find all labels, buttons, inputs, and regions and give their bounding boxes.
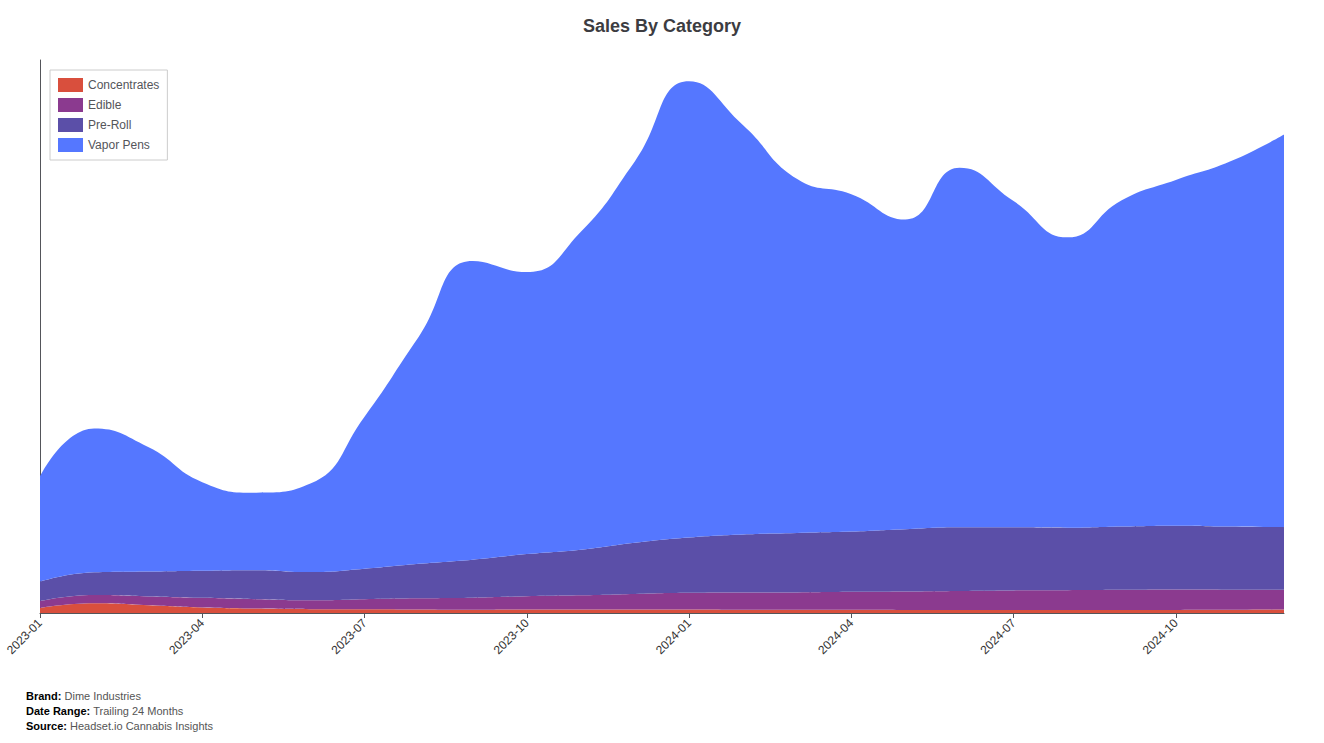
svg-text:Brand:: Brand: [26,690,61,702]
svg-text:2024-10: 2024-10 [1140,616,1181,657]
svg-text:Edible: Edible [88,98,122,112]
svg-text:2024-04: 2024-04 [815,616,856,657]
svg-text:Date Range:: Date Range: [26,705,90,717]
svg-text:Concentrates: Concentrates [88,78,159,92]
svg-text:Headset.io Cannabis Insights: Headset.io Cannabis Insights [70,720,214,732]
svg-text:Trailing 24 Months: Trailing 24 Months [93,705,184,717]
svg-text:2023-04: 2023-04 [166,616,207,657]
svg-text:2023-01: 2023-01 [4,616,45,657]
svg-text:Sales By Category: Sales By Category [583,16,741,36]
svg-text:Pre-Roll: Pre-Roll [88,118,131,132]
svg-text:2024-07: 2024-07 [978,616,1019,657]
svg-text:2024-01: 2024-01 [653,616,694,657]
svg-text:Source:: Source: [26,720,67,732]
svg-text:2023-10: 2023-10 [491,616,532,657]
svg-text:Dime Industries: Dime Industries [65,690,142,702]
svg-text:2023-07: 2023-07 [328,616,369,657]
svg-text:Vapor Pens: Vapor Pens [88,138,150,152]
